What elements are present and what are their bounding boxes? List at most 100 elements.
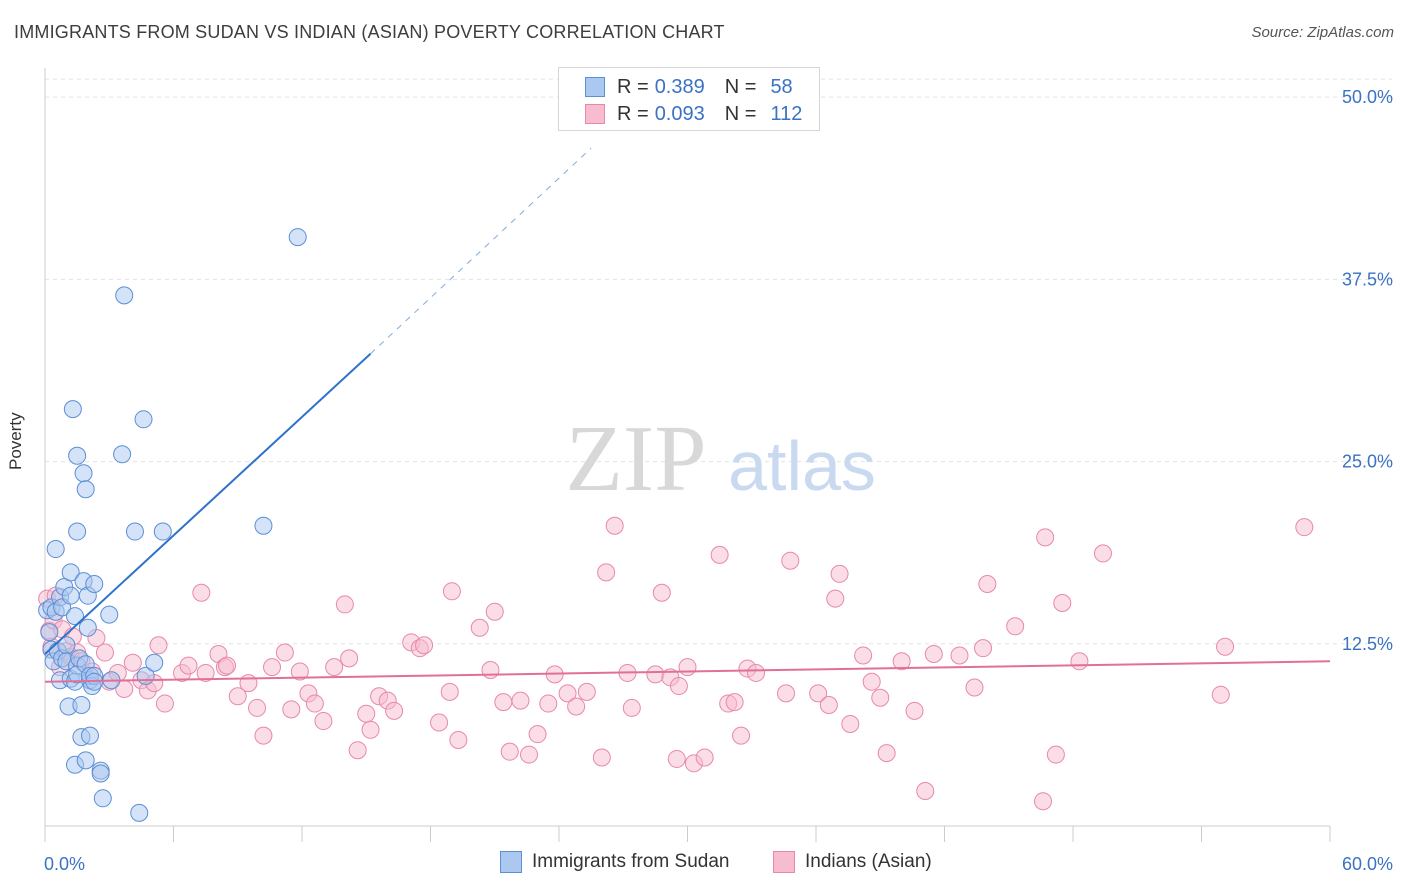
sudan-point-52 [130,803,149,822]
indian-point-116 [1211,685,1230,704]
sudan-point-57 [254,516,273,535]
indian-point-73 [605,516,624,535]
indian-series [38,516,1314,811]
sudan-point-50 [115,286,134,305]
source-credit: Source: ZipAtlas.com [1251,24,1394,41]
indian-point-93 [819,696,838,715]
indian-point-114 [1070,652,1089,671]
indian-point-104 [924,644,943,663]
indian-point-35 [263,658,282,677]
watermark-zip: ZIP [566,407,707,511]
indian-point-23 [155,694,174,713]
indian-point-70 [577,682,596,701]
indian-point-89 [747,663,766,682]
indian-point-117 [1216,637,1235,656]
sudan-point-26 [68,446,87,465]
indian-point-60 [485,602,504,621]
indian-point-69 [567,697,586,716]
y-tick-labels: 12.5% 25.0% 37.5% 50.0% [1342,87,1393,654]
sudan-trend-extension [370,147,592,355]
indian-point-68 [558,684,577,703]
indian-point-110 [1034,792,1053,811]
indian-r-label: R = [617,102,649,125]
indian-point-84 [710,545,729,564]
axes [44,68,1331,842]
indian-point-47 [361,720,380,739]
indian-point-58 [470,618,489,637]
indian-point-57 [449,730,468,749]
indian-point-81 [678,658,697,677]
sudan-point-49 [113,445,132,464]
indian-legend-label: Indians (Asian) [805,851,932,872]
indian-point-111 [1036,528,1055,547]
sudan-r-label: R = [617,75,649,98]
legend-row-indian: R = 0.093 N = 112 [585,102,802,126]
indian-point-18 [123,653,142,672]
indian-point-97 [854,646,873,665]
indian-point-38 [290,662,309,681]
indian-point-77 [652,583,671,602]
sudan-point-1 [40,623,59,642]
sudan-legend-label: Immigrants from Sudan [532,851,730,872]
indian-point-30 [218,656,237,675]
indian-point-106 [965,678,984,697]
sudan-series [38,228,307,822]
indian-point-61 [494,693,513,712]
indian-point-64 [520,745,539,764]
indian-point-45 [348,741,367,760]
indian-point-118 [1295,518,1314,537]
indian-legend-swatch [773,851,795,873]
indian-point-56 [442,582,461,601]
y-tick-label-1: 25.0% [1342,452,1393,472]
indian-point-108 [978,575,997,594]
indian-point-98 [862,672,881,691]
indian-point-46 [357,704,376,723]
indian-point-36 [275,643,294,662]
indian-point-34 [254,726,273,745]
indian-point-103 [916,782,935,801]
indian-point-62 [500,742,519,761]
indian-point-63 [511,691,530,710]
watermark-atlas: atlas [728,427,876,505]
sudan-n-value: 58 [770,75,793,98]
indian-point-86 [725,693,744,712]
indian-point-115 [1093,544,1112,563]
x-tick-label-min: 0.0% [44,854,85,874]
indian-point-66 [539,694,558,713]
indian-point-101 [892,652,911,671]
indian-point-53 [415,636,434,655]
indian-point-42 [325,658,344,677]
indian-point-87 [732,726,751,745]
indian-point-22 [149,636,168,655]
sudan-point-18 [61,563,80,582]
indian-point-25 [179,656,198,675]
sudan-point-28 [72,696,91,715]
indian-point-43 [335,595,354,614]
indian-point-109 [1006,617,1025,636]
indian-point-83 [695,748,714,767]
sudan-point-17 [61,586,80,605]
indian-point-80 [669,677,688,696]
trend-lines [44,147,1331,683]
indian-point-95 [830,564,849,583]
indian-point-40 [305,694,324,713]
indian-r-value: 0.093 [654,102,705,125]
indian-point-94 [826,589,845,608]
sudan-point-51 [125,522,144,541]
series-legend-indian: Indians (Asian) [773,851,932,873]
sudan-point-31 [74,464,93,483]
sudan-point-23 [68,522,87,541]
indian-n-value: 112 [770,102,803,125]
indian-point-27 [196,663,215,682]
indian-point-102 [905,701,924,720]
legend-row-sudan: R = 0.389 N = 58 [585,75,793,99]
indian-point-65 [528,725,547,744]
sudan-point-56 [153,522,172,541]
indian-point-112 [1046,745,1065,764]
indian-point-75 [622,698,641,717]
indian-point-113 [1053,593,1072,612]
y-tick-label-0: 12.5% [1342,634,1393,654]
indian-n-label: N = [724,102,757,125]
sudan-point-35 [78,618,97,637]
sudan-point-20 [65,607,84,626]
